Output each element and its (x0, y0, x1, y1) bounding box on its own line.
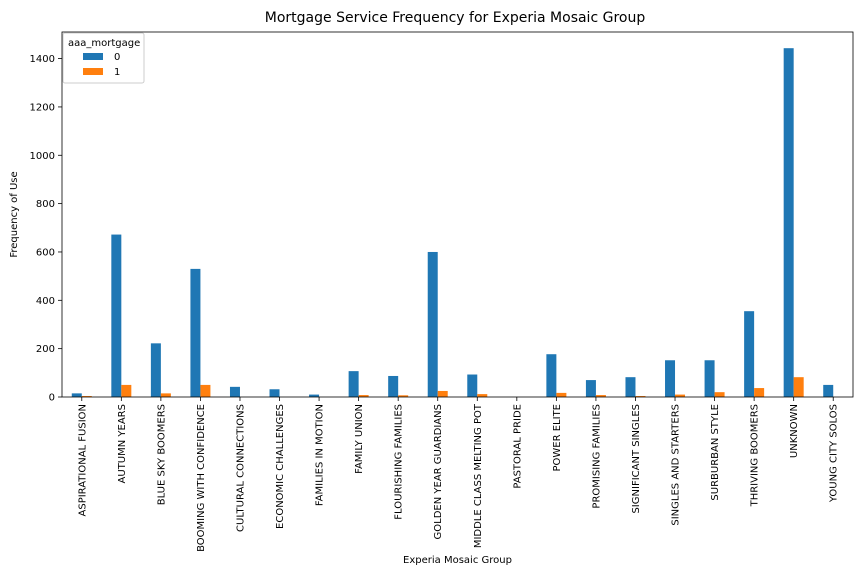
x-tick-label: SIGNIFICANT SINGLES (631, 404, 642, 514)
bar-series-1-1 (121, 384, 132, 397)
x-tick-label: PASTORAL PRIDE (512, 404, 523, 489)
y-tick-label: 1200 (30, 102, 55, 113)
bar-series-0-17 (744, 311, 755, 397)
x-tick-label: PROMISING FAMILIES (591, 404, 602, 509)
legend-title: aaa_mortgage (68, 38, 140, 49)
bar-series-1-15 (675, 394, 686, 397)
bar-series-1-2 (160, 393, 171, 397)
y-tick-label: 800 (36, 199, 55, 210)
bar-series-0-18 (783, 48, 794, 397)
legend-swatch-series-1 (83, 68, 103, 75)
bar-series-1-3 (200, 384, 211, 397)
legend-label-series-0: 0 (114, 52, 120, 63)
x-tick-label: SURBURBAN STYLE (710, 404, 721, 501)
x-tick-label: UNKNOWN (789, 404, 800, 458)
y-tick-label: 400 (36, 296, 55, 307)
bars-group (71, 48, 834, 397)
x-tick-label: ASPIRATIONAL FUSION (77, 404, 88, 517)
bar-series-1-12 (556, 392, 567, 397)
y-axis: 0 200 400 600 800 1000 1200 1400 (30, 54, 62, 404)
x-tick-label: YOUNG CITY SOLOS (829, 404, 840, 503)
x-tick-label: POWER ELITE (552, 404, 563, 472)
bar-series-0-10 (467, 374, 478, 397)
y-tick-label: 1400 (30, 54, 55, 65)
x-tick-label: THRIVING BOOMERS (750, 404, 761, 507)
x-tick-label: AUTUMN YEARS (117, 404, 128, 483)
x-tick-label: SINGLES AND STARTERS (671, 404, 682, 526)
bar-series-0-6 (309, 394, 320, 397)
bar-series-0-2 (150, 343, 161, 397)
bar-series-0-4 (229, 386, 240, 397)
bar-series-1-9 (437, 390, 448, 397)
bar-series-0-12 (546, 354, 557, 397)
bar-series-0-15 (665, 360, 676, 397)
plot-frame (61, 31, 854, 398)
y-axis-label: Frequency of Use (9, 171, 20, 257)
legend-label-series-1: 1 (114, 67, 120, 78)
y-tick-label: 200 (36, 344, 55, 355)
x-tick-label: MIDDLE CLASS MELTING POT (473, 403, 484, 548)
bar-series-0-8 (388, 375, 399, 397)
bar-series-1-17 (754, 388, 765, 397)
bar-series-1-16 (714, 392, 725, 397)
bar-series-0-7 (348, 371, 359, 397)
bar-series-0-19 (823, 384, 834, 397)
bar-series-0-13 (585, 380, 596, 397)
legend: aaa_mortgage 0 1 (62, 32, 145, 84)
bar-series-0-3 (190, 268, 201, 397)
chart-title: Mortgage Service Frequency for Experia M… (265, 10, 646, 26)
y-tick-label: 600 (36, 247, 55, 258)
bar-series-1-18 (793, 377, 804, 397)
bar-series-0-16 (704, 360, 715, 397)
x-tick-label: CULTURAL CONNECTIONS (235, 404, 246, 532)
legend-swatch-series-0 (83, 53, 103, 60)
bar-series-1-7 (358, 395, 369, 397)
y-tick-label: 0 (49, 393, 55, 404)
x-tick-label: BLUE SKY BOOMERS (156, 404, 167, 505)
bar-series-1-10 (477, 394, 488, 397)
bar-series-1-8 (398, 395, 409, 397)
bar-series-1-14 (635, 396, 646, 397)
x-tick-label: FAMILIES IN MOTION (315, 404, 326, 506)
bar-series-0-14 (625, 377, 636, 397)
x-axis-label: Experia Mosaic Group (403, 555, 512, 566)
x-tick-label: GOLDEN YEAR GUARDIANS (433, 404, 444, 539)
x-tick-label: FAMILY UNION (354, 404, 365, 474)
bar-series-0-0 (71, 393, 82, 397)
bar-series-1-0 (81, 396, 92, 397)
x-tick-label: BOOMING WITH CONFIDENCE (196, 404, 207, 552)
x-tick-label: ECONOMIC CHALLENGES (275, 404, 286, 529)
bar-series-0-5 (269, 389, 280, 397)
y-tick-label: 1000 (30, 151, 55, 162)
x-axis: ASPIRATIONAL FUSION AUTUMN YEARS BLUE SKY … (77, 397, 840, 552)
bar-series-0-1 (111, 234, 122, 397)
x-tick-label: FLOURISHING FAMILIES (394, 404, 405, 520)
bar-series-0-9 (427, 251, 438, 397)
bar-series-1-13 (595, 395, 606, 397)
